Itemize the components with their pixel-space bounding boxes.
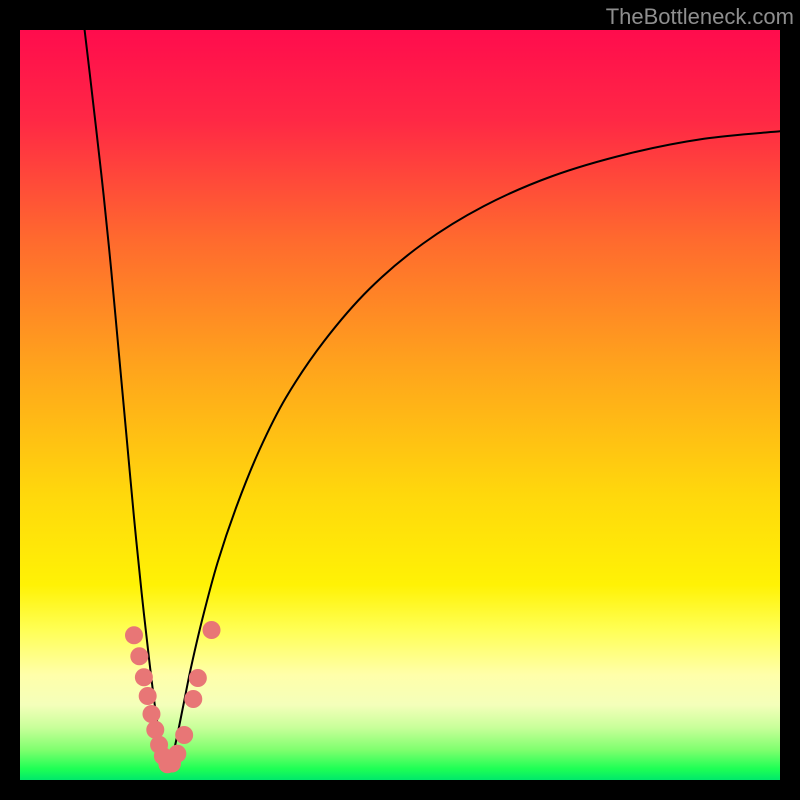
data-marker xyxy=(139,687,157,705)
data-marker xyxy=(135,668,153,686)
data-marker xyxy=(130,647,148,665)
data-marker xyxy=(168,745,186,763)
data-marker xyxy=(184,690,202,708)
plot-background-gradient xyxy=(20,30,780,780)
data-marker xyxy=(142,705,160,723)
watermark-text: TheBottleneck.com xyxy=(606,4,794,29)
data-marker xyxy=(146,721,164,739)
chart-wrapper: TheBottleneck.com xyxy=(0,0,800,800)
data-marker xyxy=(175,726,193,744)
bottleneck-chart-svg: TheBottleneck.com xyxy=(0,0,800,800)
data-marker xyxy=(189,669,207,687)
data-marker xyxy=(125,626,143,644)
data-marker xyxy=(203,621,221,639)
